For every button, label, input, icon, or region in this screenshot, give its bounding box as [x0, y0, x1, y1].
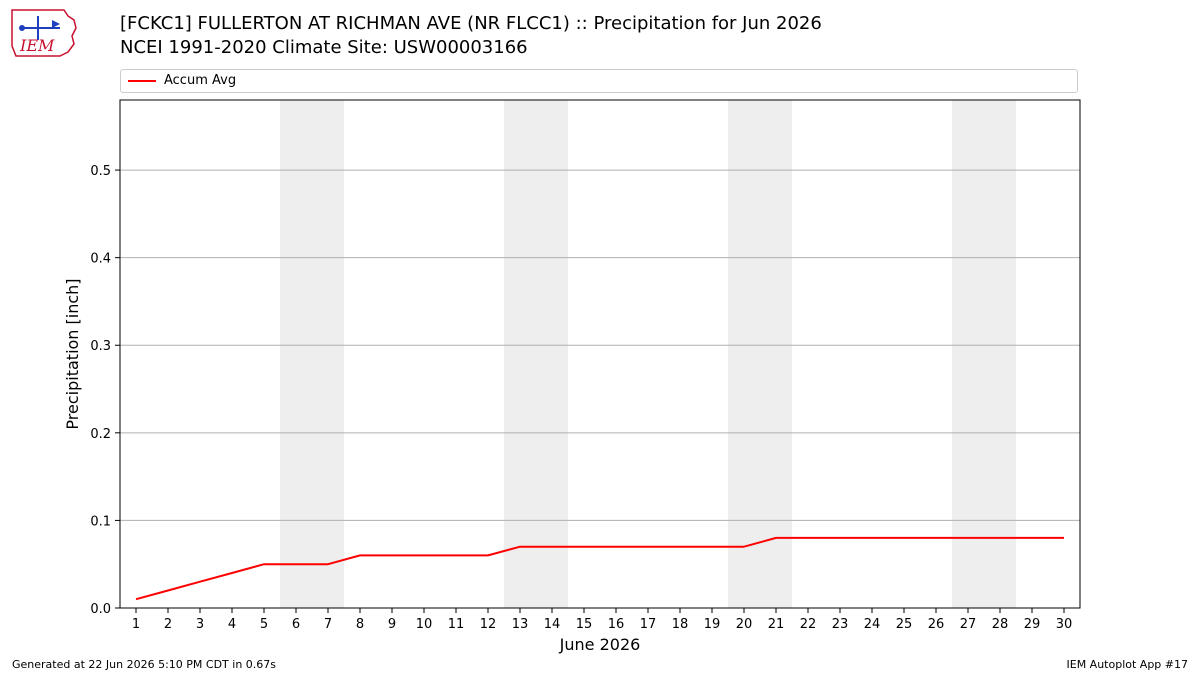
- x-tick-label-29: 30: [1056, 617, 1073, 632]
- series-lines: [135, 536, 1064, 601]
- x-tick-label-9: 10: [416, 617, 433, 632]
- x-tick-label-0: 1: [132, 617, 140, 632]
- x-tick-label-7: 8: [356, 617, 364, 632]
- x-tick-label-17: 18: [672, 617, 689, 632]
- x-tick-label-8: 9: [388, 617, 396, 632]
- plot-frame: [119, 99, 1081, 609]
- x-tick-label-10: 11: [448, 617, 465, 632]
- x-tick-label-1: 2: [164, 617, 172, 632]
- x-tick-label-12: 13: [512, 617, 529, 632]
- logo-text: IEM: [19, 36, 55, 55]
- grid-lines: [120, 169, 1080, 521]
- x-tick-label-19: 20: [736, 617, 753, 632]
- app-label: IEM Autoplot App #17: [1066, 658, 1189, 671]
- y-tick-label-1: 0.1: [90, 514, 111, 529]
- x-tick-label-2: 3: [196, 617, 204, 632]
- x-tick-label-14: 15: [576, 617, 593, 632]
- legend-label-accum-avg: Accum Avg: [164, 73, 237, 88]
- weekend-band-2: [728, 100, 792, 608]
- series-line-accum-avg: [135, 536, 1064, 601]
- x-tick-label-4: 5: [260, 617, 268, 632]
- chart-title: [FCKC1] FULLERTON AT RICHMAN AVE (NR FLC…: [120, 13, 822, 34]
- x-tick-label-16: 17: [640, 617, 657, 632]
- x-tick-label-3: 4: [228, 617, 236, 632]
- y-tick-label-3: 0.3: [90, 339, 111, 354]
- x-tick-label-21: 22: [800, 617, 817, 632]
- x-tick-label-13: 14: [544, 617, 561, 632]
- legend-swatch-accum-avg: [128, 80, 156, 82]
- x-tick-label-24: 25: [896, 617, 913, 632]
- x-tick-label-25: 26: [928, 617, 945, 632]
- x-axis-label: June 2026: [559, 635, 641, 654]
- x-tick-label-23: 24: [864, 617, 881, 632]
- x-tick-label-28: 29: [1024, 617, 1041, 632]
- x-tick-label-15: 16: [608, 617, 625, 632]
- x-tick-label-27: 28: [992, 617, 1009, 632]
- weekend-band-1: [504, 100, 568, 608]
- x-tick-label-22: 23: [832, 617, 849, 632]
- weekend-band-0: [280, 100, 344, 608]
- y-axis-label: Precipitation [inch]: [63, 278, 82, 429]
- x-tick-label-26: 27: [960, 617, 977, 632]
- y-tick-label-5: 0.5: [90, 164, 111, 179]
- x-tick-label-20: 21: [768, 617, 785, 632]
- x-tick-label-11: 12: [480, 617, 497, 632]
- x-tick-label-6: 7: [324, 617, 332, 632]
- legend: Accum Avg: [120, 69, 1078, 93]
- chart-subtitle: NCEI 1991-2020 Climate Site: USW00003166: [120, 37, 528, 58]
- y-tick-label-4: 0.4: [90, 252, 111, 267]
- generated-timestamp: Generated at 22 Jun 2026 5:10 PM CDT in …: [12, 658, 277, 671]
- x-tick-label-18: 19: [704, 617, 721, 632]
- y-tick-label-2: 0.2: [90, 427, 111, 442]
- weekend-bands: [280, 100, 1016, 608]
- y-tick-label-0: 0.0: [90, 602, 111, 617]
- x-tick-label-5: 6: [292, 617, 300, 632]
- y-axis: 0.0 0.1 0.2 0.3 0.4 0.5: [90, 164, 120, 617]
- x-axis: 1 2 3 4 5 6 7 8 9 10 11 12 13 14 15 16 17 18 19 20 21 22 23 24 2…: [132, 608, 1072, 632]
- weekend-band-3: [952, 100, 1016, 608]
- iem-logo: IEM: [8, 6, 80, 62]
